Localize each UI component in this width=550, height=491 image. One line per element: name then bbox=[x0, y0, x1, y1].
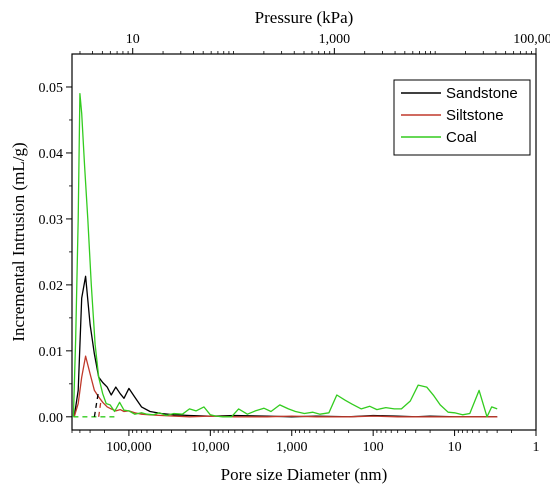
x-tick-label: 100 bbox=[363, 440, 384, 455]
top-x-tick-label: 100,000 bbox=[513, 32, 550, 47]
x-tick-label: 1 bbox=[533, 440, 540, 455]
legend-label-coal: Coal bbox=[446, 129, 477, 146]
bottom-axis: 100,000 10,000 1,000 100 10 1 bbox=[71, 430, 540, 455]
x-tick-label: 10 bbox=[448, 440, 462, 455]
series-layer bbox=[72, 92, 498, 418]
y-tick-label: 0.01 bbox=[39, 345, 64, 360]
x-tick-label: 1,000 bbox=[276, 440, 308, 455]
series-line-coal bbox=[72, 92, 498, 418]
y-tick-label: 0.05 bbox=[39, 81, 64, 96]
x-axis-title: Pore size Diameter (nm) bbox=[221, 465, 388, 484]
left-axis: 0.00 0.01 0.02 0.03 0.04 0.05 bbox=[39, 81, 72, 426]
legend-label-siltstone: Siltstone bbox=[446, 107, 504, 124]
x-tick-label: 10,000 bbox=[191, 440, 230, 455]
top-x-tick-label: 10 bbox=[126, 32, 140, 47]
y-tick-label: 0.02 bbox=[39, 279, 64, 294]
y-tick-label: 0.00 bbox=[39, 411, 64, 426]
series-line-4 bbox=[93, 390, 100, 417]
x-tick-label: 100,000 bbox=[106, 440, 152, 455]
y-tick-label: 0.04 bbox=[39, 147, 64, 162]
series-line-5 bbox=[98, 400, 102, 417]
y-tick-label: 0.03 bbox=[39, 213, 64, 228]
top-x-tick-label: 1,000 bbox=[319, 32, 351, 47]
y-axis-title: Incremental Intrusion (mL/g) bbox=[9, 142, 28, 341]
legend-label-sandstone: Sandstone bbox=[446, 85, 518, 102]
legend: Sandstone Siltstone Coal bbox=[393, 79, 531, 156]
top-axis: 10 1,000 100,000 bbox=[79, 32, 550, 54]
series-line-sandstone bbox=[73, 275, 498, 418]
top-x-axis-title: Pressure (kPa) bbox=[255, 8, 354, 27]
